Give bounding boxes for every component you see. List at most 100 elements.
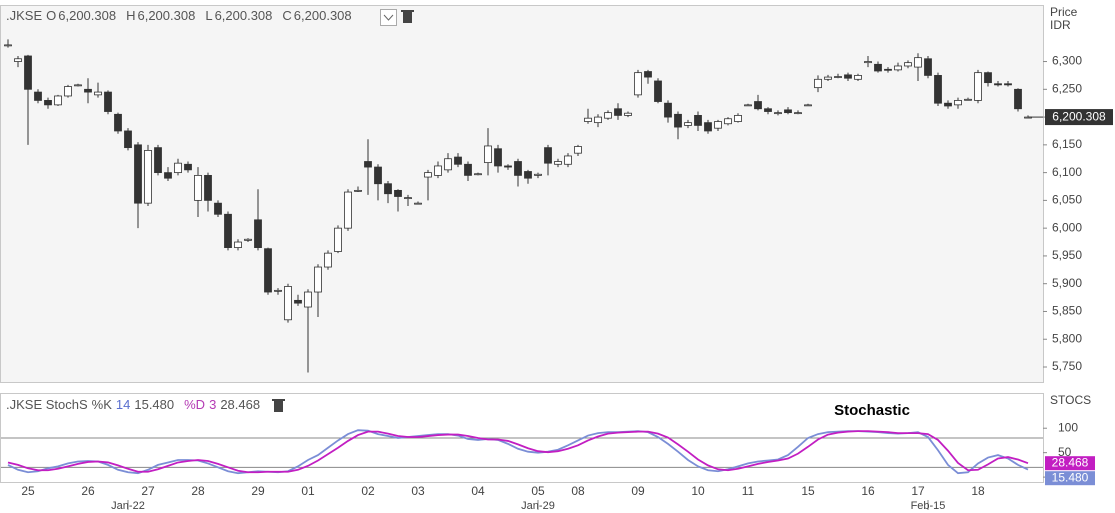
candle-body — [334, 227, 342, 252]
candle-body — [964, 98, 972, 101]
ohlc-key: L — [205, 8, 212, 23]
candle-body — [864, 61, 872, 64]
candle-body — [1014, 88, 1022, 110]
candle-body — [844, 74, 852, 79]
x-tick-label: 17 — [911, 484, 925, 498]
dropdown-button[interactable] — [380, 9, 397, 26]
candle-body — [514, 161, 522, 176]
ohlc-value: 6,200.308 — [294, 8, 352, 23]
candle-body — [264, 248, 272, 293]
candle-body — [454, 156, 462, 165]
candle-body — [764, 108, 772, 112]
candle-body — [794, 112, 802, 115]
y-tick-label: 5,750 — [1052, 359, 1082, 373]
candle-body — [224, 213, 232, 248]
candle-body — [74, 84, 82, 87]
period-label: Jan-29 — [521, 500, 555, 512]
candle-body — [564, 155, 572, 165]
ohlc-value: 6,200.308 — [58, 8, 116, 23]
y-tick-label: 6,050 — [1052, 193, 1082, 207]
value-badge — [1045, 471, 1095, 486]
candle-body — [674, 113, 682, 128]
y-tick-label: 5,850 — [1052, 304, 1082, 318]
candle-body — [154, 147, 162, 174]
candle-body — [874, 63, 882, 72]
candle-body — [124, 130, 132, 149]
period-label: Jan-22 — [111, 500, 145, 512]
ohlc-value: 6,200.308 — [215, 8, 273, 23]
candle-body — [534, 173, 542, 176]
candle-body — [854, 75, 862, 80]
last-price-badge — [1045, 109, 1113, 126]
candle-body — [134, 144, 142, 204]
candle-body — [284, 286, 292, 321]
candle-body — [174, 162, 182, 174]
candle-body — [914, 57, 922, 68]
candle-body — [904, 62, 912, 67]
candle-body — [404, 197, 412, 200]
x-tick-label: 05 — [531, 484, 545, 498]
stoch-line — [7, 430, 1029, 474]
candle-body — [214, 202, 222, 215]
candle-body — [804, 104, 812, 107]
k-period: 14 — [116, 397, 130, 412]
candle-body — [394, 189, 402, 197]
value-badge — [1045, 456, 1095, 471]
candle-body — [184, 163, 192, 171]
candle-body — [54, 95, 62, 106]
candle-body — [64, 86, 72, 97]
candle-body — [944, 102, 952, 107]
candle-body — [884, 68, 892, 71]
candle-body — [144, 150, 152, 204]
ohlc-key: O — [46, 8, 56, 23]
candle-body — [484, 145, 492, 164]
candle-body — [584, 117, 592, 122]
candle-body — [724, 118, 732, 125]
x-tick-label: 27 — [141, 484, 155, 498]
candle-body — [114, 113, 122, 132]
candle-body — [34, 91, 42, 101]
stoch-header: .JKSE StochS %K 14 15.480 %D 3 28.468 — [6, 397, 260, 412]
candle-body — [554, 161, 562, 165]
y-tick-label: 5,900 — [1052, 276, 1082, 290]
candle-body — [194, 174, 202, 201]
candle-body — [654, 80, 662, 102]
candle-body — [14, 58, 22, 62]
x-tick-label: 11 — [742, 484, 755, 498]
x-tick-label: 02 — [361, 484, 375, 498]
y-tick-label: 5,800 — [1052, 331, 1082, 345]
candle-body — [614, 108, 622, 116]
indicator-name: .JKSE StochS — [6, 397, 88, 412]
candle-body — [44, 100, 52, 106]
delete-button[interactable] — [272, 399, 285, 412]
candle-body — [734, 115, 742, 122]
candle-body — [984, 72, 992, 84]
symbol: .JKSE — [6, 8, 42, 23]
candle-body — [894, 65, 902, 71]
candle-body — [834, 76, 842, 78]
candle-body — [544, 147, 552, 164]
y-tick-label: 5,950 — [1052, 248, 1082, 262]
candle-body — [424, 172, 432, 178]
delete-button[interactable] — [401, 10, 414, 23]
candle-body — [664, 102, 672, 118]
candle-body — [814, 78, 822, 89]
y-tick-label: 6,100 — [1052, 165, 1082, 179]
candle-body — [934, 75, 942, 104]
candle-body — [104, 91, 112, 112]
x-tick-label: 15 — [801, 484, 815, 498]
candle-body — [494, 148, 502, 167]
candle-body — [414, 202, 422, 205]
x-tick-label: 09 — [631, 484, 645, 498]
candle-body — [744, 104, 752, 107]
price-panel — [0, 5, 1044, 383]
candle-body — [294, 299, 302, 304]
candle-body — [634, 72, 642, 96]
x-tick-label: 28 — [191, 484, 205, 498]
candle-body — [274, 289, 282, 292]
y-axis-label: IDR — [1050, 18, 1071, 32]
candle-body — [314, 266, 322, 293]
x-tick-label: 25 — [21, 484, 35, 498]
candle-body — [704, 122, 712, 132]
y-axis-label: STOCS — [1050, 393, 1091, 407]
